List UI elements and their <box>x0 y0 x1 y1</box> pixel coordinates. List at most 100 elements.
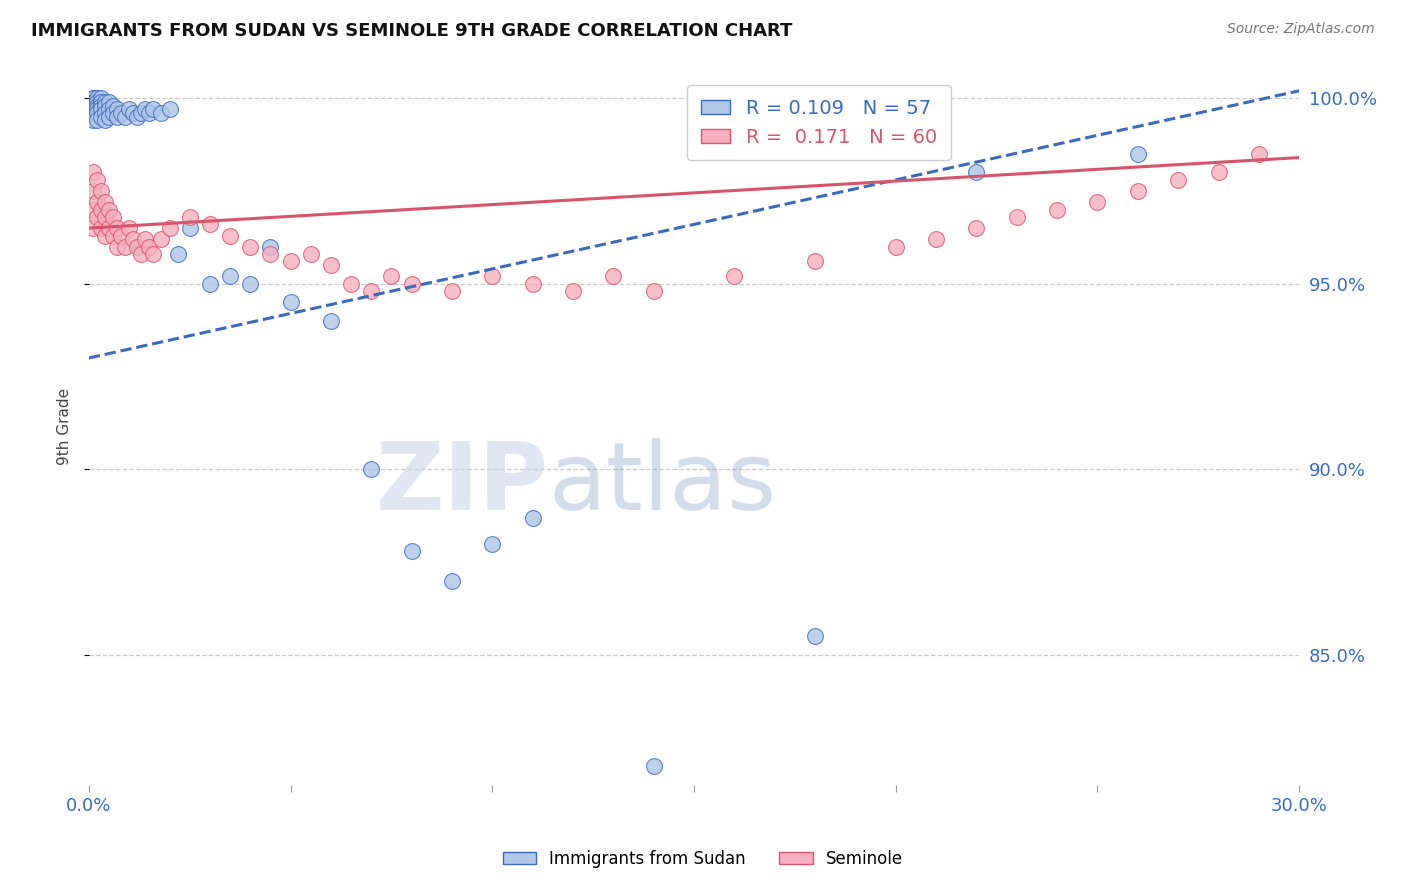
Point <box>127 110 149 124</box>
Point <box>127 240 149 254</box>
Legend: R = 0.109   N = 57, R =  0.171   N = 60: R = 0.109 N = 57, R = 0.171 N = 60 <box>688 86 950 161</box>
Point <box>94 95 117 109</box>
Point <box>481 536 503 550</box>
Point <box>94 228 117 243</box>
Point <box>129 106 152 120</box>
Point <box>86 95 108 109</box>
Point <box>82 165 104 179</box>
Point <box>259 247 281 261</box>
Point <box>280 254 302 268</box>
Point <box>142 103 165 117</box>
Point <box>1247 147 1270 161</box>
Point <box>86 195 108 210</box>
Point <box>90 110 112 124</box>
Point <box>925 232 948 246</box>
Point <box>105 103 128 117</box>
Point <box>1167 173 1189 187</box>
Point <box>110 106 132 120</box>
Point <box>166 247 188 261</box>
Point <box>98 103 121 117</box>
Point <box>82 221 104 235</box>
Point <box>159 221 181 235</box>
Point <box>86 106 108 120</box>
Point <box>280 295 302 310</box>
Point <box>481 269 503 284</box>
Point <box>82 98 104 112</box>
Point <box>1046 202 1069 217</box>
Point <box>723 269 745 284</box>
Point <box>90 221 112 235</box>
Point <box>138 240 160 254</box>
Point <box>118 103 141 117</box>
Text: Source: ZipAtlas.com: Source: ZipAtlas.com <box>1227 22 1375 37</box>
Point <box>340 277 363 291</box>
Point <box>110 228 132 243</box>
Text: ZIP: ZIP <box>375 438 548 530</box>
Point <box>1126 147 1149 161</box>
Point <box>804 254 827 268</box>
Point <box>643 284 665 298</box>
Point <box>86 113 108 128</box>
Point <box>1087 195 1109 210</box>
Point <box>142 247 165 261</box>
Point <box>965 221 987 235</box>
Point <box>440 284 463 298</box>
Point <box>965 165 987 179</box>
Point <box>105 110 128 124</box>
Point <box>179 221 201 235</box>
Point <box>1208 165 1230 179</box>
Point <box>159 103 181 117</box>
Point <box>122 232 145 246</box>
Point <box>82 106 104 120</box>
Point <box>1126 184 1149 198</box>
Point <box>94 195 117 210</box>
Point <box>90 91 112 105</box>
Point <box>150 232 173 246</box>
Point <box>86 173 108 187</box>
Point <box>101 106 124 120</box>
Point <box>98 110 121 124</box>
Point <box>522 510 544 524</box>
Point <box>90 103 112 117</box>
Point <box>259 240 281 254</box>
Point <box>360 462 382 476</box>
Point <box>1005 210 1028 224</box>
Point <box>86 98 108 112</box>
Point <box>82 202 104 217</box>
Point <box>198 218 221 232</box>
Point <box>319 258 342 272</box>
Point <box>122 106 145 120</box>
Point <box>319 314 342 328</box>
Text: atlas: atlas <box>548 438 778 530</box>
Point <box>299 247 322 261</box>
Text: IMMIGRANTS FROM SUDAN VS SEMINOLE 9TH GRADE CORRELATION CHART: IMMIGRANTS FROM SUDAN VS SEMINOLE 9TH GR… <box>31 22 793 40</box>
Point <box>360 284 382 298</box>
Point <box>105 240 128 254</box>
Legend: Immigrants from Sudan, Seminole: Immigrants from Sudan, Seminole <box>496 844 910 875</box>
Point <box>82 184 104 198</box>
Point <box>401 277 423 291</box>
Point <box>90 202 112 217</box>
Point <box>134 232 156 246</box>
Point <box>114 240 136 254</box>
Point <box>82 113 104 128</box>
Point <box>239 240 262 254</box>
Point <box>82 103 104 117</box>
Point <box>118 221 141 235</box>
Point <box>86 91 108 105</box>
Point <box>401 544 423 558</box>
Point <box>90 95 112 109</box>
Point <box>219 228 242 243</box>
Point <box>94 113 117 128</box>
Point <box>94 98 117 112</box>
Point <box>522 277 544 291</box>
Point <box>105 221 128 235</box>
Point <box>86 103 108 117</box>
Point <box>86 210 108 224</box>
Point <box>129 247 152 261</box>
Point <box>114 110 136 124</box>
Point <box>101 98 124 112</box>
Point <box>94 106 117 120</box>
Point <box>138 106 160 120</box>
Point <box>179 210 201 224</box>
